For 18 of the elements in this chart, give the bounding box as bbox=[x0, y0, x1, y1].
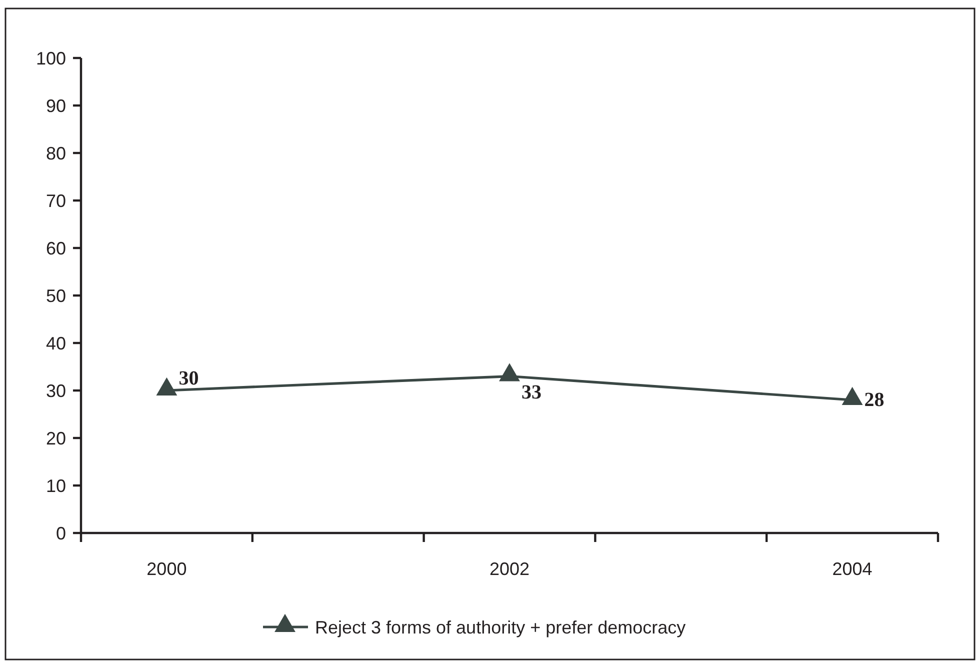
x-tick-label: 2002 bbox=[489, 559, 530, 579]
y-tick-label: 50 bbox=[46, 286, 66, 306]
y-tick-label: 70 bbox=[46, 190, 66, 211]
y-tick-label: 0 bbox=[56, 523, 66, 544]
data-label: 33 bbox=[522, 381, 542, 404]
y-tick-label: 10 bbox=[46, 476, 66, 496]
y-tick-label: 80 bbox=[46, 143, 66, 164]
y-tick-label: 90 bbox=[46, 96, 66, 116]
data-label: 30 bbox=[178, 368, 199, 390]
y-tick-label: 30 bbox=[46, 380, 66, 401]
y-tick-label: 60 bbox=[46, 238, 66, 258]
y-tick-label: 40 bbox=[46, 333, 66, 354]
y-tick-label: 20 bbox=[46, 428, 66, 448]
x-tick-label: 2004 bbox=[832, 559, 872, 579]
legend-label: Reject 3 forms of authority + prefer democracy bbox=[315, 617, 686, 638]
x-tick-label: 2000 bbox=[146, 559, 187, 579]
y-tick-label: 100 bbox=[36, 48, 66, 68]
data-label: 28 bbox=[864, 389, 884, 411]
